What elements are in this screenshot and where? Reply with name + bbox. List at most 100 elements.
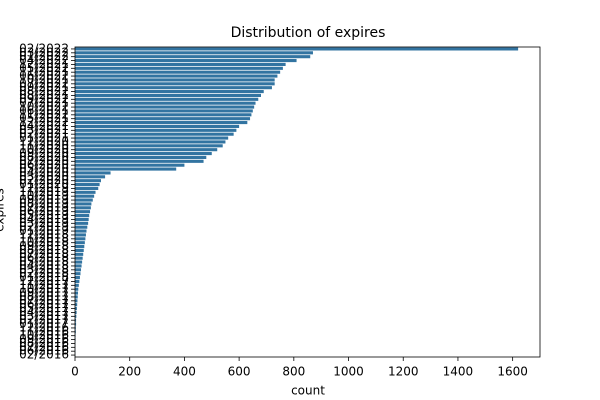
y-tick-label: 01/2019: [19, 224, 69, 238]
bar: [75, 260, 83, 264]
bar: [75, 109, 253, 113]
bar: [75, 74, 278, 78]
y-tick-label: 04/2022: [19, 53, 69, 67]
y-tick-label: 05/2020: [19, 162, 69, 176]
bar: [75, 206, 91, 210]
bar: [75, 186, 99, 190]
y-tick-label: 03/2022: [19, 45, 69, 59]
bar: [75, 51, 313, 55]
y-tick-label: 11/2022: [19, 107, 69, 121]
bar: [75, 159, 204, 163]
y-tick-label: 01/2022: [19, 49, 69, 63]
y-tick-label: 09/2022: [19, 92, 69, 106]
bar: [75, 167, 177, 171]
bar: [75, 318, 77, 322]
bar: [75, 70, 281, 74]
y-tick-label: 11/2016: [19, 324, 69, 338]
bar: [75, 217, 89, 221]
x-tick-label: 1600: [497, 365, 528, 379]
y-tick-label: 05/2018: [19, 255, 69, 269]
y-tick-label: 12/2021: [19, 57, 69, 71]
bar: [75, 241, 85, 245]
y-tick-label: 02/2019: [19, 220, 69, 234]
y-tick-label: 04/2021: [19, 119, 69, 133]
bar: [75, 62, 286, 66]
bar: [75, 291, 79, 295]
bar: [75, 214, 90, 218]
x-tick-label: 1400: [443, 365, 474, 379]
y-tick-label: 10/2019: [19, 189, 69, 203]
y-tick-label: 07/2021: [19, 96, 69, 110]
y-tick-label: 08/2017: [19, 289, 69, 303]
y-tick-label: 11/2017: [19, 278, 69, 292]
y-tick-label: 08/2016: [19, 336, 69, 350]
bar: [75, 248, 84, 252]
y-tick-label: 03/2019: [19, 216, 69, 230]
y-tick-label: 06/2016: [19, 344, 69, 358]
bar: [75, 136, 229, 140]
bar: [75, 295, 78, 299]
y-tick-label: 04/2019: [19, 212, 69, 226]
y-tick-label: 09/2021: [19, 80, 69, 94]
bar: [75, 229, 87, 233]
y-tick-label: 05/2019: [19, 208, 69, 222]
bar: [75, 121, 248, 125]
y-tick-label: 10/2016: [19, 328, 69, 342]
y-tick-label: 12/2019: [19, 181, 69, 195]
bar: [75, 124, 240, 128]
y-tick-label: 04/2017: [19, 305, 69, 319]
bar: [75, 287, 79, 291]
y-tick-label: 09/2016: [19, 332, 69, 346]
y-tick-label: 08/2018: [19, 243, 69, 257]
bar: [75, 283, 79, 287]
bar: [75, 171, 111, 175]
bar: [75, 78, 275, 82]
y-tick-label: 03/2020: [19, 169, 69, 183]
x-tick-label: 600: [228, 365, 251, 379]
y-tick-label: 07/2022: [19, 76, 69, 90]
y-tick-label: 07/2018: [19, 247, 69, 261]
y-tick-label: 12/2017: [19, 274, 69, 288]
bar: [75, 105, 255, 109]
y-tick-label: 08/2019: [19, 196, 69, 210]
y-tick-label: 08/2022: [19, 84, 69, 98]
y-tick-label: 06/2018: [19, 251, 69, 265]
bar: [75, 202, 92, 206]
bar: [75, 113, 252, 117]
x-tick-label: 800: [282, 365, 305, 379]
bar: [75, 221, 89, 225]
y-tick-label: 10/2020: [19, 142, 69, 156]
y-tick-label: 02/2017: [19, 313, 69, 327]
bar: [75, 303, 78, 307]
y-tick-label: 05/2017: [19, 301, 69, 315]
y-tick-label: 01/2020: [19, 177, 69, 191]
y-tick-label: 09/2019: [19, 193, 69, 207]
x-tick-label: 1200: [388, 365, 419, 379]
y-tick-label: 06/2021: [19, 103, 69, 117]
bar: [75, 310, 77, 314]
bar: [75, 194, 95, 198]
y-tick-label: 01/2021: [19, 131, 69, 145]
bar: [75, 322, 77, 326]
x-tick-label: 1000: [333, 365, 364, 379]
y-tick-label: 07/2016: [19, 340, 69, 354]
y-tick-label: 05/2021: [19, 111, 69, 125]
bar: [75, 252, 84, 256]
bar: [75, 82, 275, 86]
bar: [75, 233, 86, 237]
y-tick-label: 09/2020: [19, 146, 69, 160]
bar: [75, 59, 297, 63]
y-tick-label: 07/2019: [19, 200, 69, 214]
bar: [75, 155, 207, 159]
bar: [75, 97, 259, 101]
y-tick-label: 10/2017: [19, 282, 69, 296]
y-tick-label: 09/2017: [19, 286, 69, 300]
y-tick-label: 07/2020: [19, 154, 69, 168]
bar: [75, 256, 83, 260]
bar: [75, 101, 256, 105]
y-tick-label: 03/2018: [19, 262, 69, 276]
y-tick-label: 12/2022: [19, 115, 69, 129]
bar: [75, 276, 80, 280]
y-tick-label: 10/2018: [19, 235, 69, 249]
